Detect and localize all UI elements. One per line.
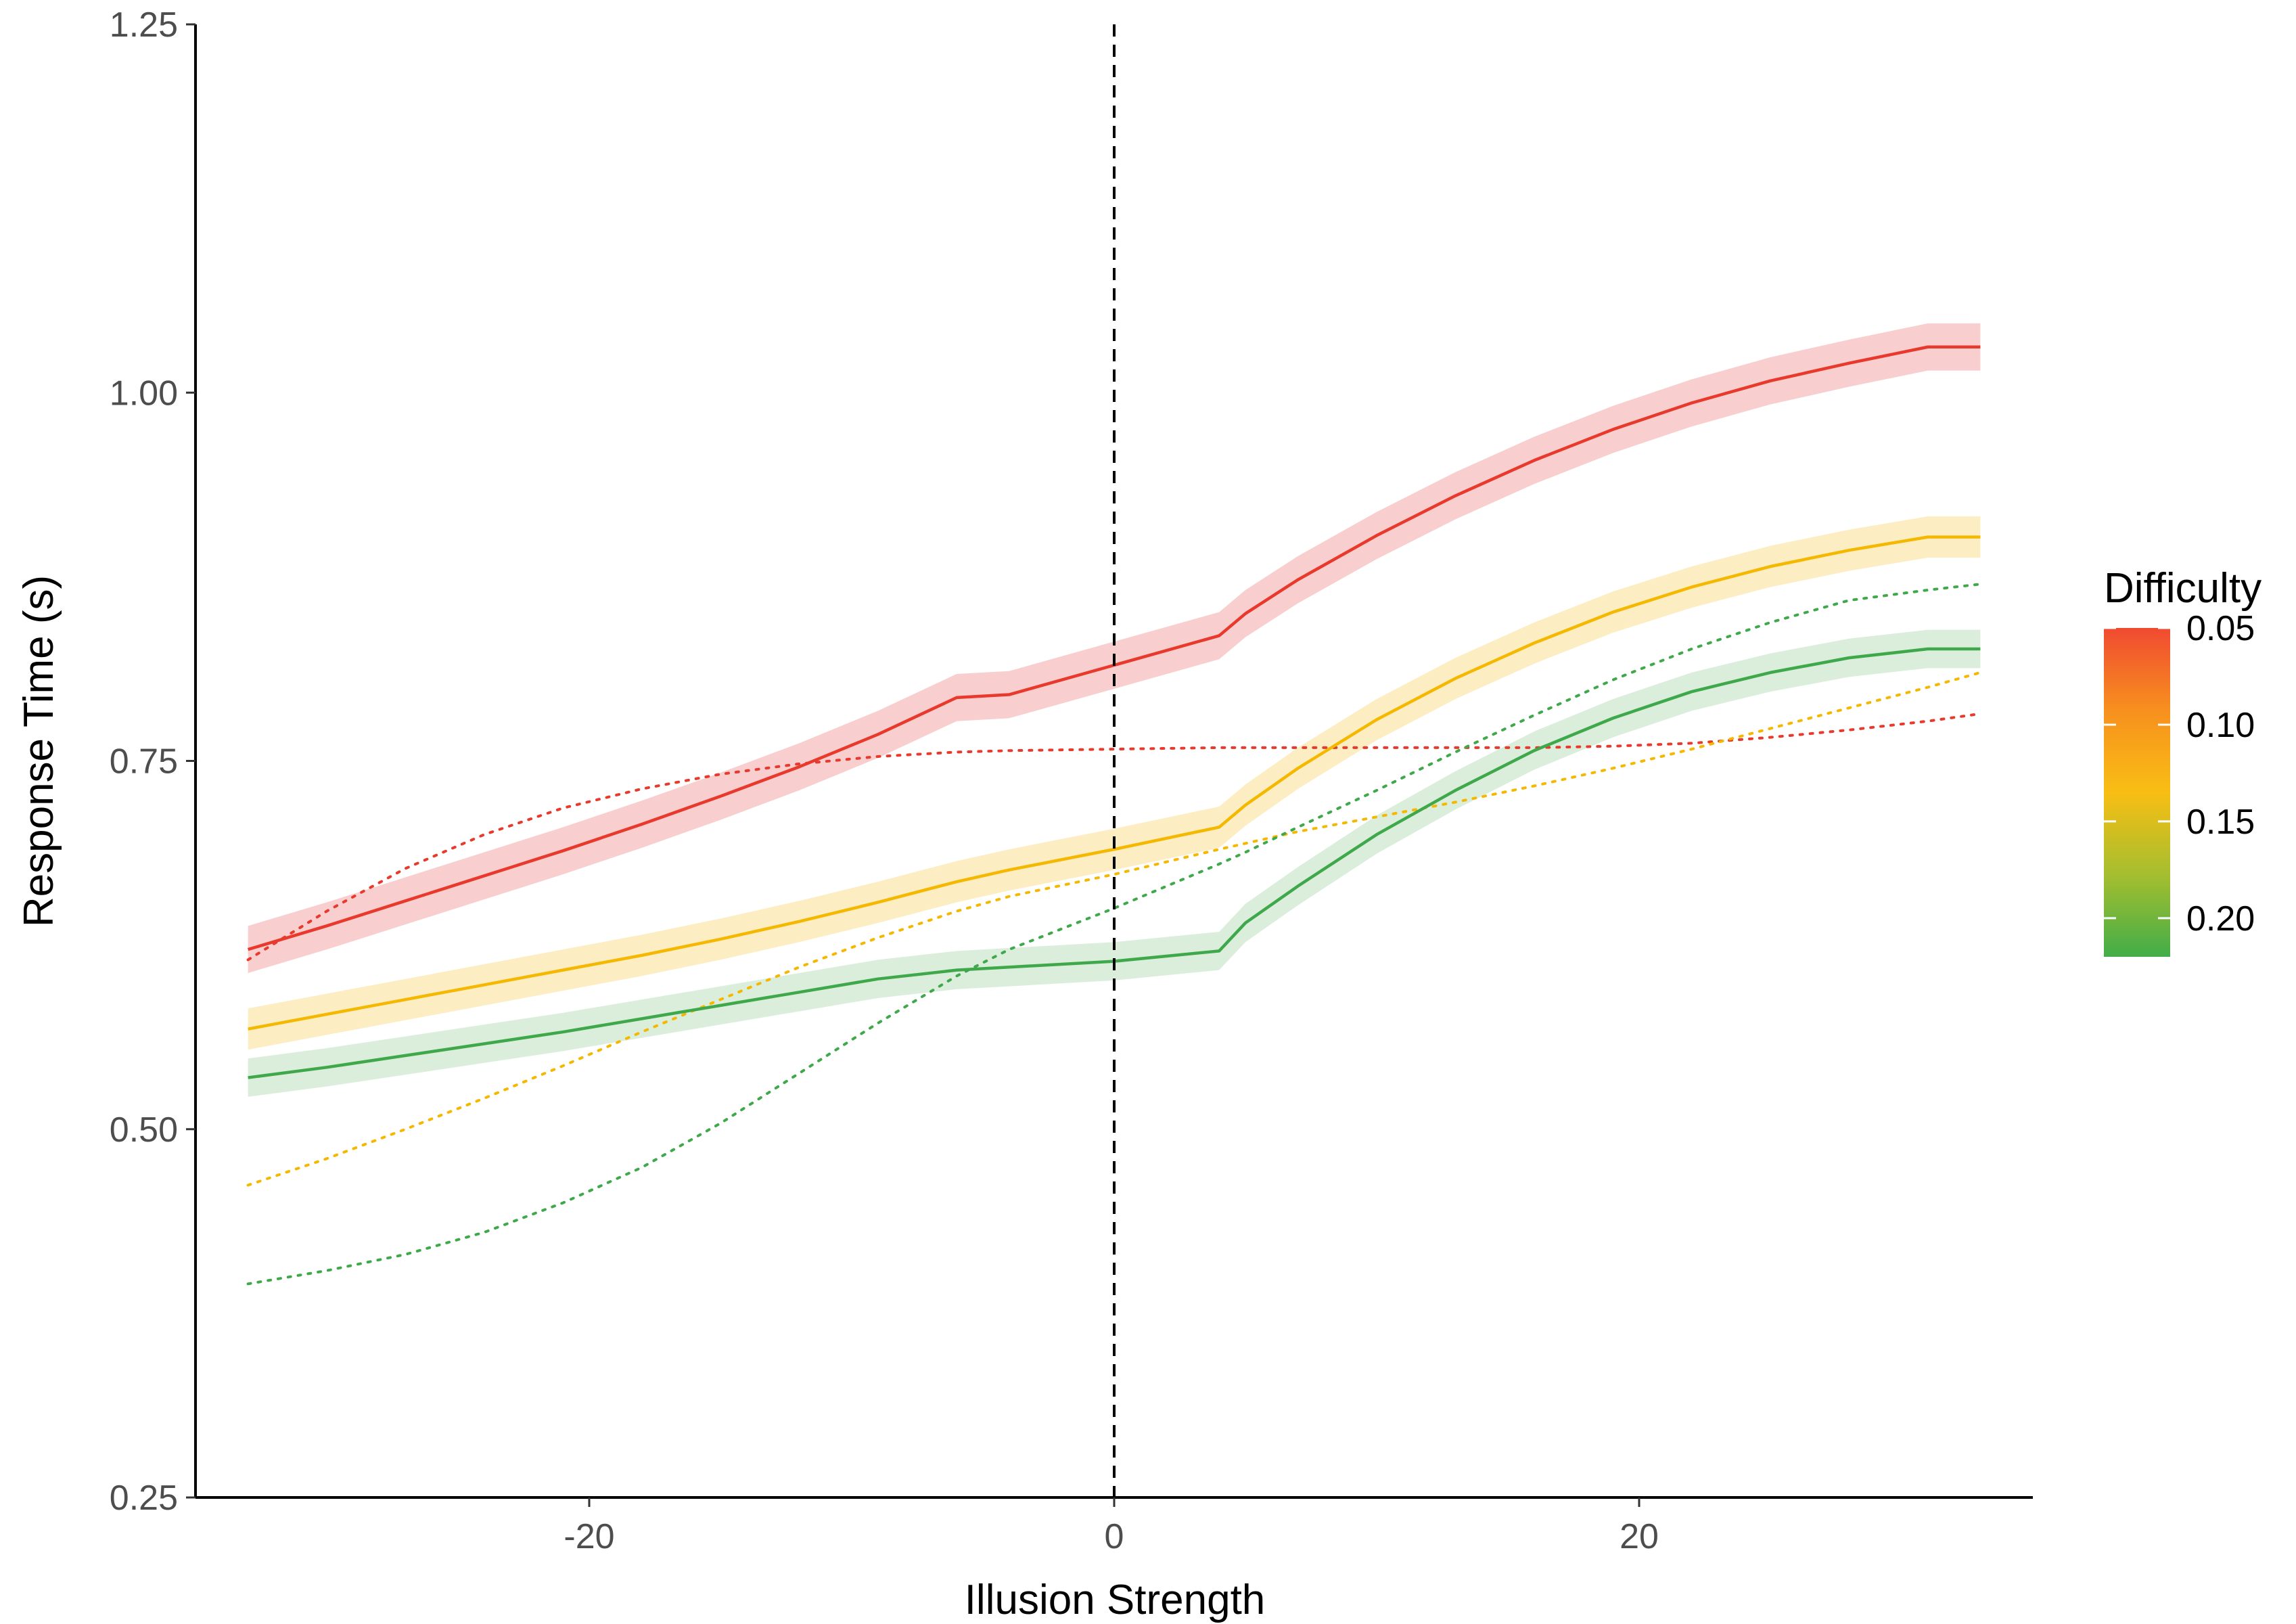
x-tick-label: 20 [1620, 1517, 1659, 1556]
series-1-line [248, 535, 1981, 1031]
legend-colorbar [2104, 628, 2170, 957]
series-1-band [248, 516, 1981, 1050]
series-0-line [247, 345, 1981, 951]
legend-ticks: 0.05 0.10 0.15 0.20 [2104, 609, 2255, 939]
series-0-dotted-line [246, 712, 1982, 962]
y-tick-label: 0.75 [110, 742, 178, 782]
y-tick-label: 0.50 [110, 1110, 178, 1150]
x-tick-label: -20 [564, 1517, 614, 1556]
series-1-dotted-line [246, 671, 1982, 1187]
legend-tick-label: 0.20 [2186, 899, 2255, 939]
x-axis-ticks: -20 0 20 [564, 1497, 1659, 1556]
y-axis-title: Response Time (s) [16, 575, 62, 927]
series-lines [247, 345, 1981, 1079]
y-axis-ticks: 0.25 0.50 0.75 1.00 1.25 [110, 5, 196, 1518]
y-tick-label: 1.00 [110, 374, 178, 413]
x-axis-title: Illusion Strength [965, 1577, 1266, 1623]
x-tick-label: 0 [1105, 1517, 1124, 1556]
y-tick-label: 0.25 [110, 1479, 178, 1518]
dotted-reference-lines [246, 583, 1982, 1286]
legend: Difficulty 0.05 0.10 0.15 0.20 [2104, 565, 2261, 957]
legend-tick-label: 0.05 [2186, 609, 2255, 648]
series-2-line [248, 647, 1981, 1079]
legend-tick-label: 0.10 [2186, 706, 2255, 745]
legend-title: Difficulty [2104, 565, 2261, 612]
legend-tick-label: 0.15 [2186, 803, 2255, 842]
y-tick-label: 1.25 [110, 5, 178, 45]
